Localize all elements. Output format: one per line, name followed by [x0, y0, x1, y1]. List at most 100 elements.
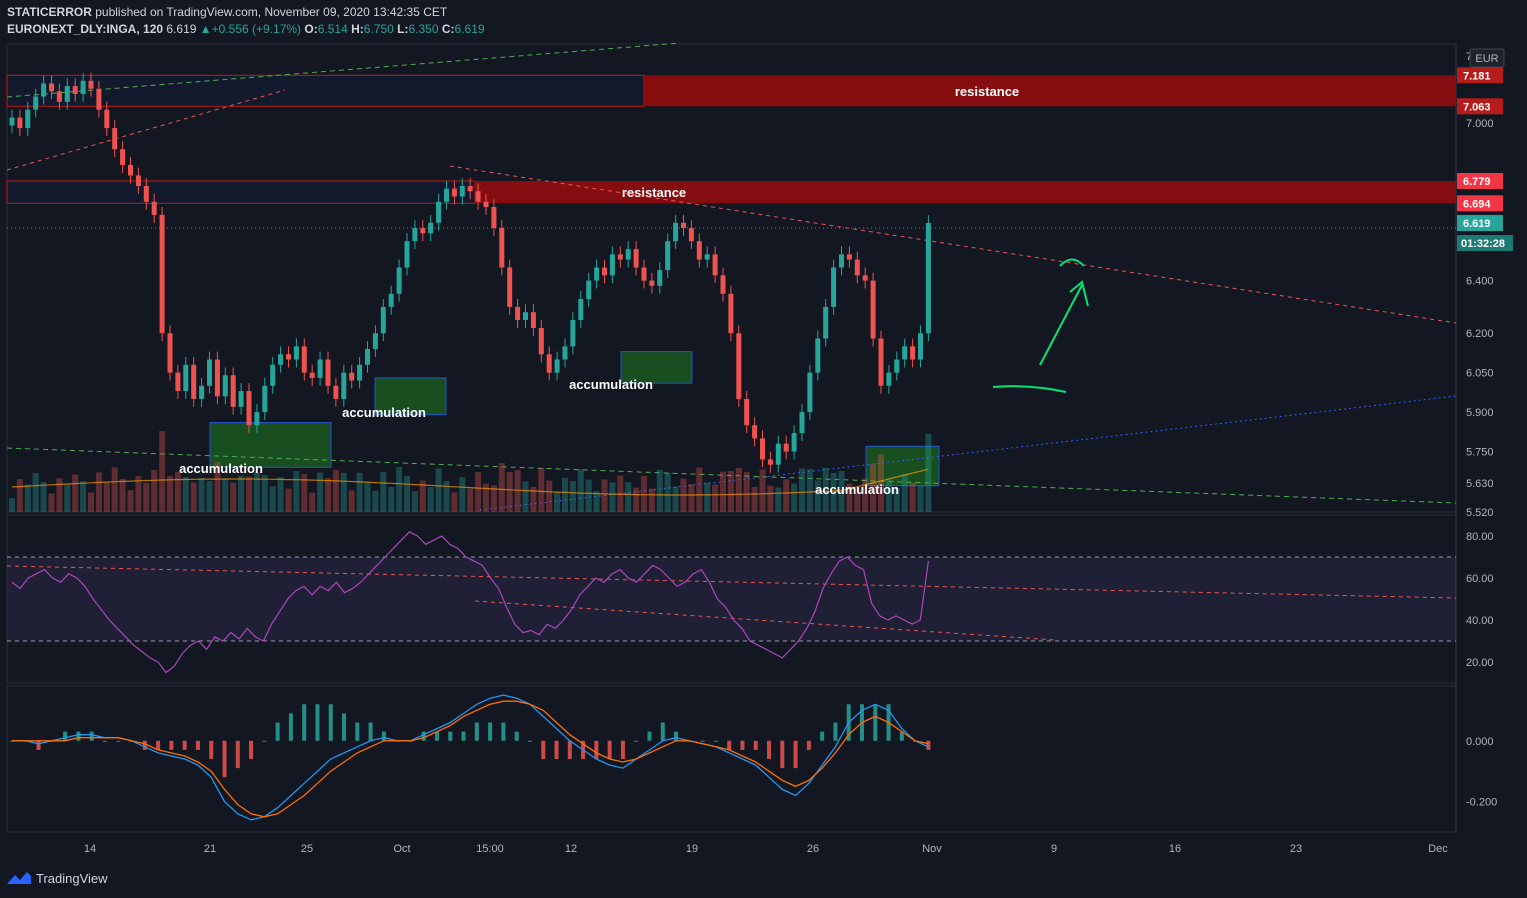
volume-bar — [925, 433, 932, 512]
time-tick-label: 25 — [301, 843, 313, 855]
volume-bar — [325, 478, 331, 512]
countdown-tag — [1457, 235, 1513, 252]
candle — [862, 275, 868, 281]
macd-hist-bar — [780, 740, 785, 769]
price-tick-label: 5.520 — [1466, 507, 1494, 519]
volume-bar — [814, 480, 821, 512]
rsi-tick-label: 60.00 — [1466, 573, 1494, 585]
macd-hist-bar — [740, 740, 745, 750]
volume-bar — [182, 477, 189, 512]
macd-hist-bar — [328, 704, 333, 741]
candle — [783, 443, 789, 452]
publish-header: STATICERROR published on TradingView.com… — [7, 5, 447, 19]
tradingview-logo[interactable]: TradingView — [6, 870, 108, 886]
macd-hist-bar — [806, 740, 811, 750]
time-tick-label: Nov — [922, 843, 942, 855]
volume-bar — [885, 479, 892, 512]
macd-hist-bar — [634, 740, 639, 742]
macd-hist-bar — [647, 731, 652, 741]
candle — [475, 191, 481, 202]
macd-hist-bar — [249, 740, 254, 759]
candle — [80, 80, 86, 94]
volume-bar — [88, 492, 94, 512]
currency-badge — [1469, 48, 1505, 68]
candle — [286, 354, 291, 360]
candle — [301, 346, 307, 373]
macd-hist-bar — [899, 731, 904, 741]
macd-hist-bar — [63, 731, 68, 741]
volume-bar — [893, 488, 900, 512]
candle — [799, 412, 805, 434]
macd-hist-bar — [421, 731, 426, 741]
macd-hist-bar — [541, 740, 546, 759]
price-tag — [1457, 215, 1503, 232]
volume-bar — [332, 470, 339, 512]
macd-hist-bar — [142, 740, 147, 750]
candle — [270, 364, 276, 386]
macd-hist-bar — [594, 740, 599, 759]
volume-bar — [791, 483, 798, 512]
macd-hist-bar — [833, 722, 838, 741]
volume-bar — [862, 478, 869, 512]
volume-bars — [9, 431, 932, 512]
candle — [910, 346, 916, 360]
time-tick-label: 23 — [1290, 843, 1302, 855]
volume-bar — [546, 480, 553, 512]
candle — [760, 438, 765, 460]
candle — [25, 109, 31, 129]
candle — [467, 185, 473, 192]
symbol-label[interactable]: EURONEXT_DLY:INGA, 120 — [7, 22, 164, 36]
time-tick-label: 14 — [84, 843, 96, 855]
time-tick-label: Dec — [1428, 843, 1448, 855]
volume-bar — [475, 472, 482, 512]
macd-hist-bar — [620, 740, 625, 759]
macd-hist-bar — [700, 740, 705, 742]
accumulation-zone — [620, 351, 693, 384]
volume-bar — [435, 468, 442, 512]
volume-bar — [238, 475, 245, 512]
publish-text: published on TradingView.com, November 0… — [95, 5, 448, 19]
price-tick-label: 7 — [1466, 51, 1472, 63]
macd-hist-bar — [554, 740, 559, 759]
candle — [88, 80, 94, 89]
volume-bar — [522, 481, 529, 512]
candle — [309, 372, 315, 378]
volume-bar — [119, 478, 126, 512]
candle — [673, 222, 679, 242]
volume-bar — [340, 473, 347, 512]
volume-bar — [783, 479, 790, 512]
volume-bar — [16, 479, 23, 512]
volume-bar — [490, 485, 497, 512]
author-name[interactable]: STATICERROR — [7, 5, 92, 19]
volume-bar — [214, 462, 221, 512]
volume-bar — [32, 473, 39, 512]
candle — [815, 338, 821, 373]
volume-bar — [585, 479, 592, 512]
candle — [712, 254, 718, 276]
volume-bar — [506, 472, 513, 512]
volume-bar — [799, 468, 805, 512]
macd-hist-bar — [488, 722, 493, 741]
candle — [41, 83, 47, 97]
volume-bar — [159, 431, 166, 512]
candle — [902, 346, 908, 360]
volume-bar — [901, 474, 908, 512]
volume-bar — [356, 472, 363, 512]
volume-bar — [277, 477, 284, 512]
macd-tick-label: 0.000 — [1466, 736, 1494, 748]
candle — [120, 149, 126, 165]
macd-hist-bar — [926, 740, 931, 750]
candles — [9, 72, 931, 473]
volume-bar — [641, 476, 647, 512]
volume-bar — [293, 471, 300, 512]
price-tick-label: 7.000 — [1466, 118, 1494, 130]
tradingview-brand: TradingView — [36, 870, 108, 886]
candle — [135, 175, 141, 186]
price-tag-label: 6.694 — [1463, 198, 1491, 210]
candle — [499, 228, 505, 268]
candle — [578, 299, 584, 321]
candle — [744, 398, 750, 426]
macd-tick-label: -0.200 — [1466, 797, 1497, 809]
candle — [688, 228, 694, 242]
